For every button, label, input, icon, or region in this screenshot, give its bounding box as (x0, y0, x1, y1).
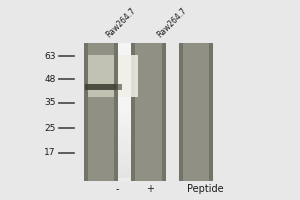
Text: Raw264.7: Raw264.7 (155, 6, 189, 39)
Bar (118, 171, 131, 178)
Bar (162, 43, 166, 181)
Bar (118, 136, 131, 143)
Bar (118, 126, 131, 133)
Text: 17: 17 (44, 148, 56, 157)
Text: Raw264.7: Raw264.7 (104, 6, 137, 39)
Bar (179, 43, 214, 181)
Bar (116, 84, 122, 90)
Bar (84, 43, 118, 181)
Bar (131, 43, 166, 181)
Bar (118, 109, 131, 116)
Text: 48: 48 (45, 75, 56, 84)
Bar (85, 84, 116, 90)
Bar (118, 147, 131, 154)
Bar (118, 43, 131, 181)
Bar (118, 157, 131, 164)
Text: Peptide: Peptide (187, 184, 224, 194)
Bar (131, 43, 136, 181)
Bar (214, 43, 231, 181)
Bar (88, 55, 114, 97)
Bar (118, 174, 131, 181)
Text: -: - (116, 184, 119, 194)
Bar (118, 150, 131, 157)
Bar (114, 43, 118, 181)
Bar (166, 43, 179, 181)
Bar (118, 161, 131, 168)
Text: 63: 63 (44, 52, 56, 61)
Bar (118, 130, 131, 136)
Bar (118, 154, 131, 161)
Text: +: + (146, 184, 154, 194)
Bar (179, 43, 183, 181)
Bar (118, 55, 138, 97)
Bar (209, 43, 214, 181)
Text: 25: 25 (45, 124, 56, 133)
Bar (118, 143, 131, 150)
Bar (118, 119, 131, 126)
Bar (118, 164, 131, 171)
Bar (118, 168, 131, 174)
Bar (118, 133, 131, 140)
Bar (84, 43, 88, 181)
Bar (118, 116, 131, 123)
Bar (118, 140, 131, 147)
Text: 35: 35 (44, 98, 56, 107)
Bar (118, 112, 131, 119)
Bar (118, 123, 131, 130)
